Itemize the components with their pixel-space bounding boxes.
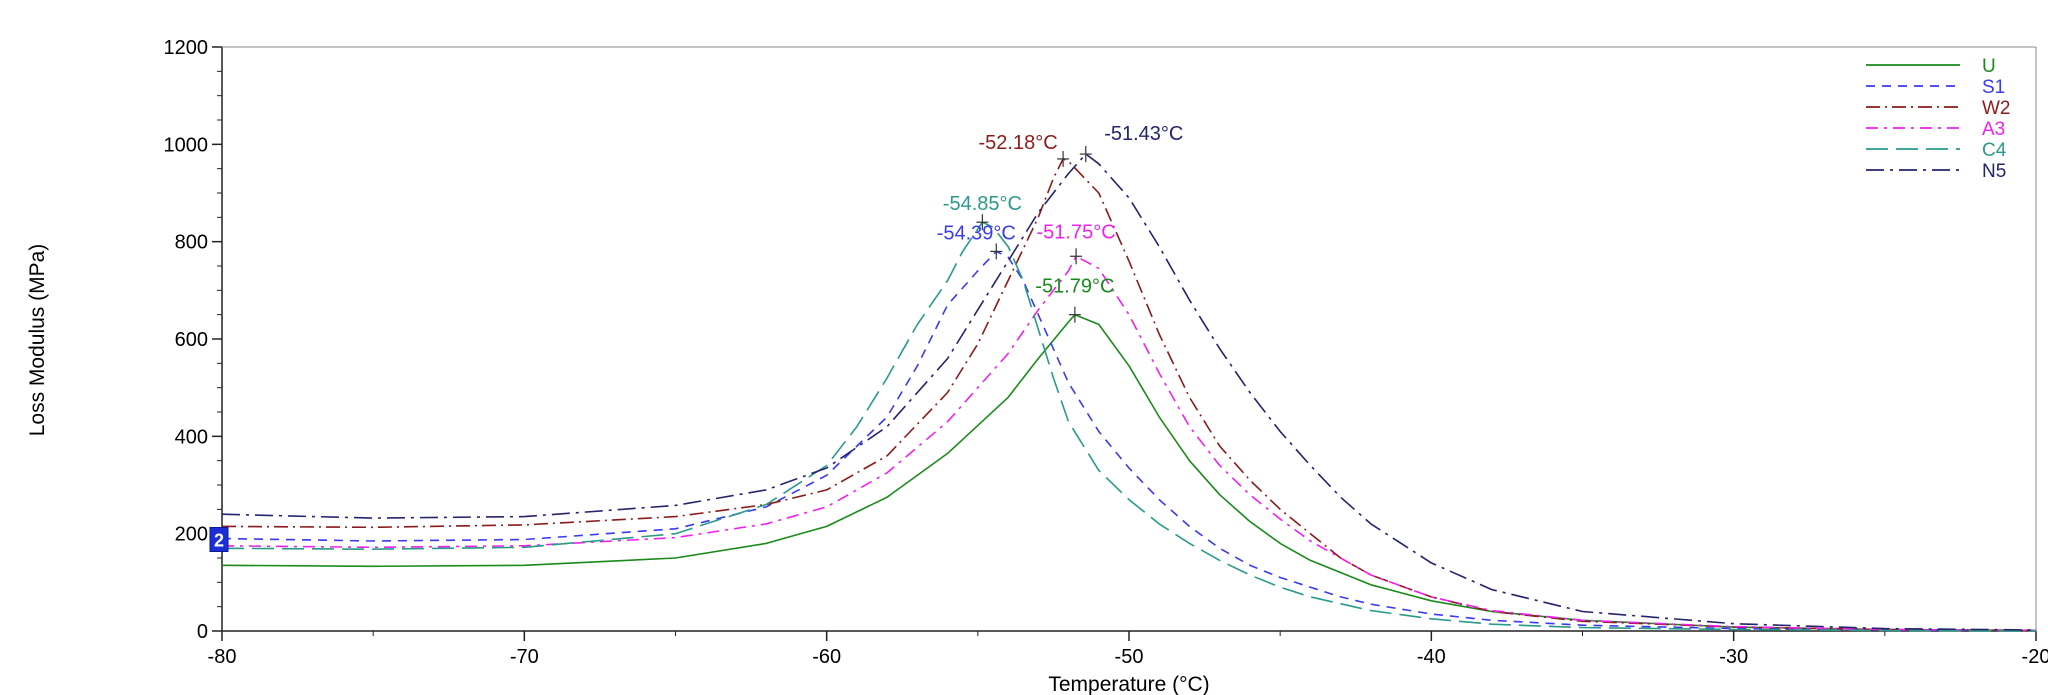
peak-label-a3: -51.75°C	[1037, 221, 1116, 243]
x-tick-label: -80	[208, 646, 237, 668]
legend-label-c4: C4	[1982, 140, 2007, 161]
marker-badge[interactable]: 2	[209, 527, 229, 553]
series-line-a3	[221, 255, 2037, 632]
series-line-s1	[221, 250, 2037, 632]
legend-label-u: U	[1982, 56, 1996, 77]
series-line-n5	[221, 153, 2037, 631]
series-layer	[221, 153, 2037, 632]
y-tick-label: 600	[175, 329, 208, 351]
marker-badge-text: 2	[214, 531, 224, 551]
x-tick-label: -40	[1417, 646, 1446, 668]
x-tick-label: -50	[1115, 646, 1144, 668]
marker-badge-box[interactable]	[209, 527, 229, 553]
x-tick-label: -30	[1719, 646, 1748, 668]
y-tick-label: 0	[197, 621, 208, 643]
peak-annotations: -51.79°C -54.39°C -52.18°C -51.75°C -54.85°C…	[937, 123, 1183, 323]
x-axis-title: Temperature (°C)	[1048, 673, 1209, 695]
series-line-u	[221, 313, 2037, 632]
axes: 0 200 400 600 800 1000 1200 -80 -70 -60 -50 -40 -30 -…	[164, 37, 2048, 668]
y-tick-label: 800	[175, 232, 208, 254]
legend-label-a3: A3	[1982, 119, 2005, 140]
legend-label-w2: W2	[1982, 98, 2011, 119]
peak-label-c4: -54.85°C	[943, 193, 1022, 215]
y-tick-label: 1200	[164, 37, 209, 59]
peak-label-u: -51.79°C	[1035, 276, 1114, 298]
peak-label-s1: -54.39°C	[937, 222, 1016, 244]
x-tick-label: -60	[812, 646, 841, 668]
legend-label-n5: N5	[1982, 161, 2006, 182]
legend-label-s1: S1	[1982, 77, 2005, 98]
series-line-w2	[221, 158, 2037, 632]
y-tick-label: 200	[175, 524, 208, 546]
y-axis-title: Loss Modulus (MPa)	[26, 244, 49, 437]
y-tick-label: 400	[175, 426, 208, 448]
x-tick-label: -20	[2022, 646, 2048, 668]
x-tick-label: -70	[510, 646, 539, 668]
peak-label-n5: -51.43°C	[1104, 123, 1183, 145]
peak-label-w2: -52.18°C	[979, 132, 1058, 154]
series-line-c4	[221, 221, 2037, 632]
y-tick-label: 1000	[164, 134, 209, 156]
